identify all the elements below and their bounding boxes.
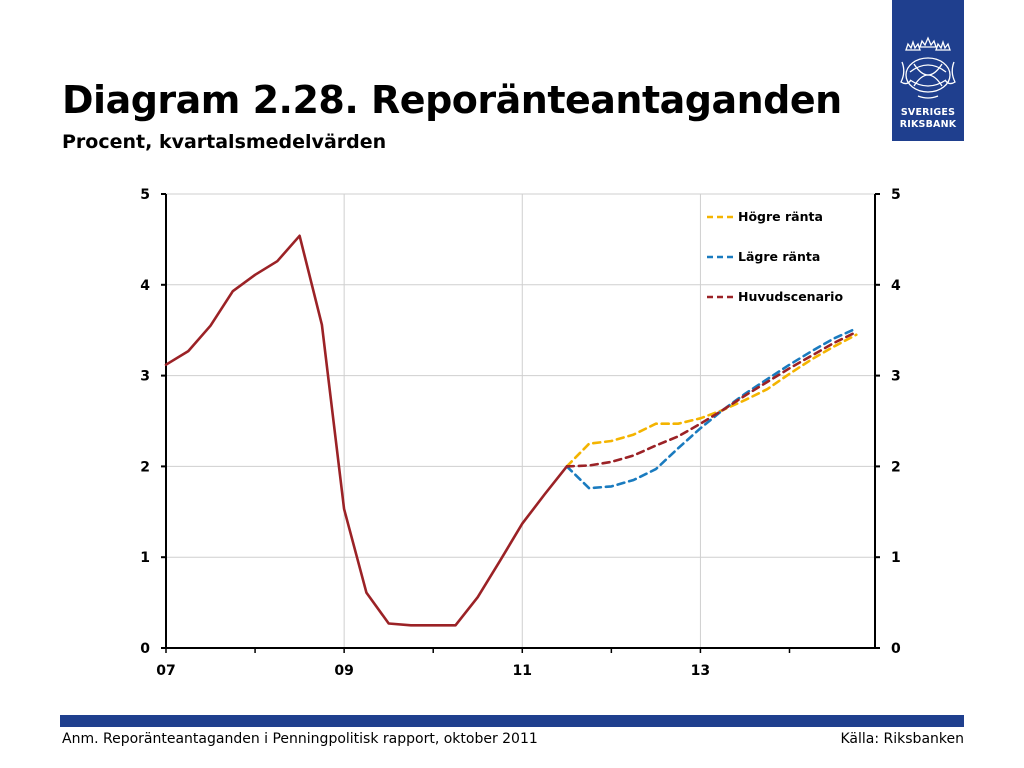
series-line-l-gre-r-nta <box>565 327 858 490</box>
y-tick-label-right: 5 <box>891 187 901 203</box>
chart-legend: Högre ränta Lägre ränta Huvudscenario <box>707 209 843 304</box>
page-subtitle: Procent, kvartalsmedelvärden <box>62 131 387 153</box>
logo-text-line1: SVERIGES <box>900 107 956 118</box>
y-tick-label-right: 3 <box>891 369 901 385</box>
y-tick-label-left: 4 <box>140 278 150 294</box>
x-tick-label: 09 <box>334 663 353 679</box>
legend-label: Högre ränta <box>738 209 823 224</box>
chart-series <box>164 234 858 627</box>
legend-label: Lägre ränta <box>738 249 820 264</box>
y-tick-label-right: 2 <box>891 459 901 475</box>
y-tick-label-right: 1 <box>891 550 901 566</box>
x-tick-label: 11 <box>513 663 532 679</box>
series-line-historic <box>164 234 569 627</box>
y-tick-label-right: 4 <box>891 278 901 294</box>
footer-bar <box>60 715 964 727</box>
page-title: Diagram 2.28. Reporänteantaganden <box>62 78 842 122</box>
y-tick-label-left: 2 <box>140 459 150 475</box>
logo-text-line2: RIKSBANK <box>899 119 957 130</box>
y-tick-label-left: 5 <box>140 187 150 203</box>
y-tick-label-right: 0 <box>891 641 901 657</box>
footer-source: Källa: Riksbanken <box>840 731 965 747</box>
crown-emblem-icon <box>900 36 956 99</box>
y-tick-label-left: 0 <box>140 641 150 657</box>
riksbank-logo: SVERIGES RIKSBANK <box>892 0 964 141</box>
series-line-huvudscenario <box>565 330 858 468</box>
x-tick-label: 13 <box>691 663 710 679</box>
y-tick-label-left: 1 <box>140 550 150 566</box>
chart-grid <box>166 193 875 648</box>
x-tick-label: 07 <box>156 663 175 679</box>
series-line-h-gre-r-nta <box>565 333 858 468</box>
y-tick-label-left: 3 <box>140 369 150 385</box>
footer-note: Anm. Reporänteantaganden i Penningpoliti… <box>62 731 538 747</box>
legend-label: Huvudscenario <box>738 289 843 304</box>
chart-axes: 0 01 12 23 34 45 507 09 11 13 <box>140 187 901 679</box>
